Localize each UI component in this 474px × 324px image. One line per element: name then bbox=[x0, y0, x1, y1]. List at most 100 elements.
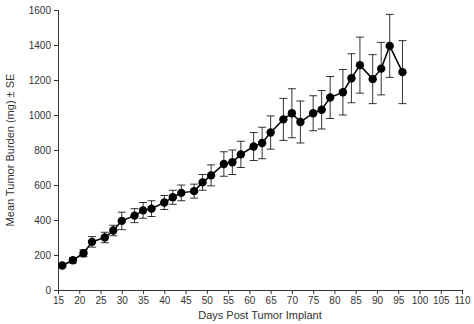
x-tick-label: 110 bbox=[455, 295, 471, 306]
x-tick: 15 bbox=[53, 290, 65, 306]
x-tick: 55 bbox=[223, 290, 235, 306]
error-bar bbox=[288, 89, 296, 138]
x-tick: 45 bbox=[181, 290, 193, 306]
error-bar bbox=[160, 196, 168, 210]
error-bar-cap bbox=[377, 42, 385, 43]
error-bar bbox=[148, 201, 156, 217]
x-tick: 100 bbox=[412, 290, 429, 306]
y-tick: 1000 bbox=[29, 110, 58, 121]
marker bbox=[147, 204, 155, 212]
y-tick-mark bbox=[54, 220, 58, 221]
error-bar-cap bbox=[288, 88, 296, 89]
chart: 1520253035404550556065707580859095100105… bbox=[0, 0, 474, 324]
y-tick-mark bbox=[54, 290, 58, 291]
y-tick-label: 600 bbox=[34, 180, 51, 191]
error-bar-cap bbox=[199, 190, 207, 191]
marker bbox=[109, 226, 117, 234]
x-tick: 30 bbox=[117, 290, 129, 306]
error-bar-cap bbox=[148, 216, 156, 217]
marker bbox=[317, 106, 325, 114]
x-tick: 85 bbox=[351, 290, 363, 306]
marker bbox=[368, 75, 376, 83]
x-tick-mark bbox=[356, 290, 357, 294]
x-tick-mark bbox=[292, 290, 293, 294]
error-bar bbox=[356, 37, 364, 93]
error-bar-cap bbox=[220, 176, 228, 177]
error-bar-cap bbox=[356, 37, 364, 38]
marker bbox=[228, 158, 236, 166]
error-bar bbox=[199, 175, 207, 191]
x-tick-label: 40 bbox=[159, 295, 171, 306]
x-tick-mark bbox=[462, 290, 463, 294]
marker bbox=[190, 187, 198, 195]
error-bar-cap bbox=[369, 103, 377, 104]
y-tick-label: 1000 bbox=[29, 110, 52, 121]
x-tick-mark bbox=[271, 290, 272, 294]
x-tick-mark bbox=[79, 290, 80, 294]
marker bbox=[279, 115, 287, 123]
y-tick-mark bbox=[54, 255, 58, 256]
markers bbox=[58, 42, 407, 270]
marker bbox=[398, 68, 406, 76]
error-bar-cap bbox=[237, 167, 245, 168]
error-bar-cap bbox=[347, 102, 355, 103]
x-tick: 60 bbox=[244, 290, 256, 306]
error-bar-cap bbox=[207, 164, 215, 165]
marker bbox=[58, 261, 66, 269]
error-bar-cap bbox=[318, 129, 326, 130]
y-tick: 0 bbox=[45, 285, 58, 296]
x-tick: 20 bbox=[74, 290, 86, 306]
x-tick-mark bbox=[313, 290, 314, 294]
error-bar-cap bbox=[118, 229, 126, 230]
y-axis-title: Mean Tumor Burden (mg) ± SE bbox=[4, 74, 16, 227]
y-tick: 800 bbox=[34, 145, 58, 156]
marker bbox=[339, 88, 347, 96]
error-bar bbox=[177, 185, 185, 201]
x-tick-label: 75 bbox=[308, 295, 320, 306]
error-bar bbox=[326, 77, 334, 119]
error-bar bbox=[279, 98, 287, 140]
x-tick: 50 bbox=[202, 290, 214, 306]
error-bar bbox=[296, 101, 304, 143]
x-tick-mark bbox=[101, 290, 102, 294]
error-bar-cap bbox=[296, 143, 304, 144]
x-tick-label: 90 bbox=[372, 295, 384, 306]
error-bar-cap bbox=[237, 141, 245, 142]
x-tick-label: 15 bbox=[53, 295, 65, 306]
marker bbox=[377, 64, 385, 72]
marker bbox=[79, 249, 87, 257]
y-tick-label: 800 bbox=[34, 145, 51, 156]
x-tick-mark bbox=[186, 290, 187, 294]
error-bar-cap bbox=[101, 242, 109, 243]
error-bar bbox=[220, 152, 228, 177]
x-tick-label: 45 bbox=[181, 295, 193, 306]
x-axis-title: Days Post Tumor Implant bbox=[198, 309, 322, 321]
y-tick-label: 400 bbox=[34, 215, 51, 226]
y-tick: 600 bbox=[34, 180, 58, 191]
x-tick-label: 55 bbox=[223, 295, 235, 306]
error-bar-cap bbox=[326, 118, 334, 119]
error-bar-cap bbox=[398, 103, 406, 104]
marker bbox=[207, 171, 215, 179]
x-tick-label: 105 bbox=[433, 295, 450, 306]
marker bbox=[326, 93, 334, 101]
x-tick-mark bbox=[122, 290, 123, 294]
error-bar bbox=[169, 190, 177, 204]
data-area bbox=[58, 14, 407, 269]
error-bar-cap bbox=[377, 94, 385, 95]
error-bar-cap bbox=[88, 236, 96, 237]
error-bar-cap bbox=[309, 130, 317, 131]
y-tick-label: 1400 bbox=[29, 40, 52, 51]
x-tick: 40 bbox=[159, 290, 171, 306]
marker bbox=[386, 42, 394, 50]
error-bar-cap bbox=[177, 185, 185, 186]
y-tick: 1400 bbox=[29, 40, 58, 51]
error-bar-cap bbox=[228, 150, 236, 151]
x-tick-label: 35 bbox=[138, 295, 150, 306]
error-bar-cap bbox=[177, 200, 185, 201]
error-bar bbox=[228, 150, 236, 175]
y-tick-label: 0 bbox=[45, 285, 51, 296]
x-tick: 75 bbox=[308, 290, 320, 306]
error-bar bbox=[347, 54, 355, 103]
error-bar-cap bbox=[386, 77, 394, 78]
